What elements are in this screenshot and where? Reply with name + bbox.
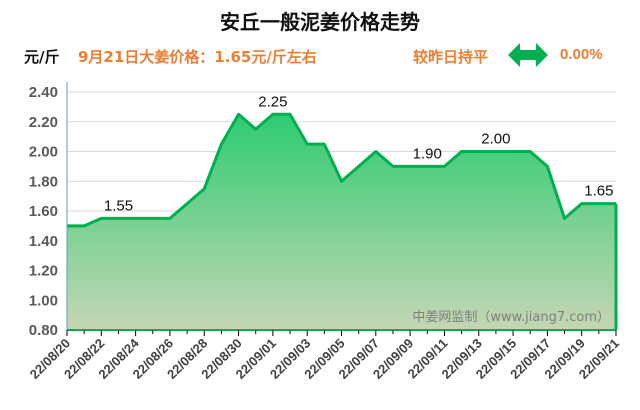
price-line: [67, 112, 616, 228]
chart-title: 安丘一般泥姜价格走势: [220, 10, 420, 34]
double-arrow-icon: [508, 43, 548, 67]
y-tick-label: 2.40: [29, 84, 58, 101]
data-label: 2.25: [258, 93, 287, 110]
y-tick-label: 1.40: [29, 233, 58, 250]
change-percent: 0.00%: [560, 46, 603, 63]
y-tick-label: 1.60: [29, 203, 58, 220]
data-label: 1.65: [584, 183, 613, 200]
data-label: 1.90: [413, 145, 442, 162]
data-label: 1.55: [104, 197, 133, 214]
data-labels: 1.55 2.25 1.90 2.00 1.65: [104, 93, 614, 214]
unit-label: 元/斤: [24, 48, 60, 66]
y-tick-label: 0.80: [29, 322, 58, 339]
y-tick-label: 2.20: [29, 114, 58, 131]
change-label: 较昨日持平: [413, 48, 489, 66]
y-tick-label: 1.00: [29, 292, 58, 309]
watermark: 中姜网监制（www.jiang7.com）: [412, 310, 610, 325]
today-price-label: 9月21日大姜价格：1.65元/斤左右: [78, 48, 317, 66]
y-tick-label: 2.00: [29, 144, 58, 161]
y-tick-label: 1.20: [29, 263, 58, 280]
x-axis: 22/08/2022/08/2222/08/2422/08/2622/08/28…: [27, 203, 622, 382]
price-area: [67, 114, 616, 330]
y-tick-label: 1.80: [29, 173, 58, 190]
data-label: 2.00: [481, 131, 510, 148]
y-axis-ticks: 2.40 2.20 2.00 1.80 1.60 1.40 1.20 1.00 0.80: [29, 84, 58, 339]
